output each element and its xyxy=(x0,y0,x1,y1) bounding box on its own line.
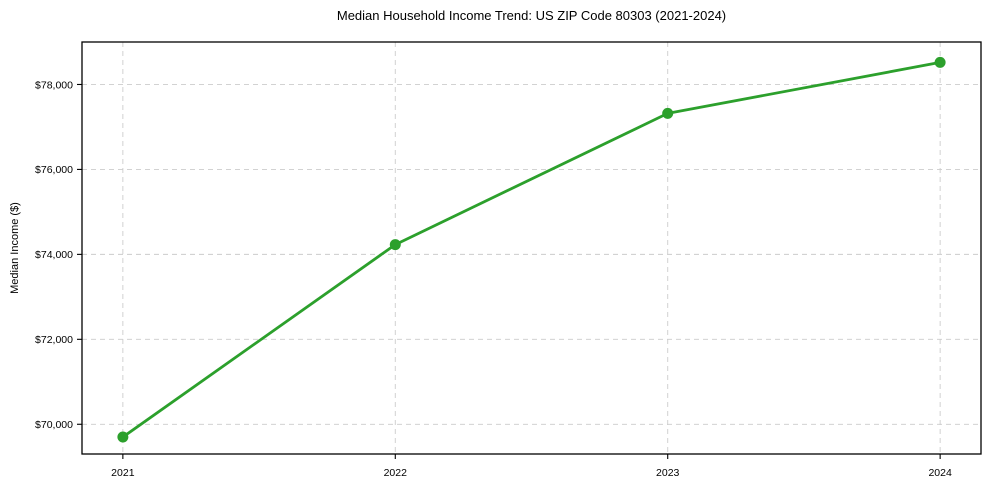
data-point-marker xyxy=(389,239,401,251)
y-tick-label: $70,000 xyxy=(35,419,73,431)
x-tick-label: 2024 xyxy=(928,467,952,479)
x-tick-label: 2021 xyxy=(111,467,135,479)
x-tick-label: 2023 xyxy=(656,467,680,479)
y-tick-label: $74,000 xyxy=(35,249,73,261)
x-tick-label: 2022 xyxy=(384,467,408,479)
data-point-marker xyxy=(934,56,946,68)
plot-border xyxy=(81,41,982,455)
data-point-marker xyxy=(117,431,129,443)
data-point-marker xyxy=(662,107,674,119)
y-tick-label: $72,000 xyxy=(35,334,73,346)
y-tick-label: $76,000 xyxy=(35,164,73,176)
chart-title: Median Household Income Trend: US ZIP Co… xyxy=(336,8,727,23)
income-trend-line xyxy=(121,61,942,439)
y-tick-label: $78,000 xyxy=(35,79,73,91)
